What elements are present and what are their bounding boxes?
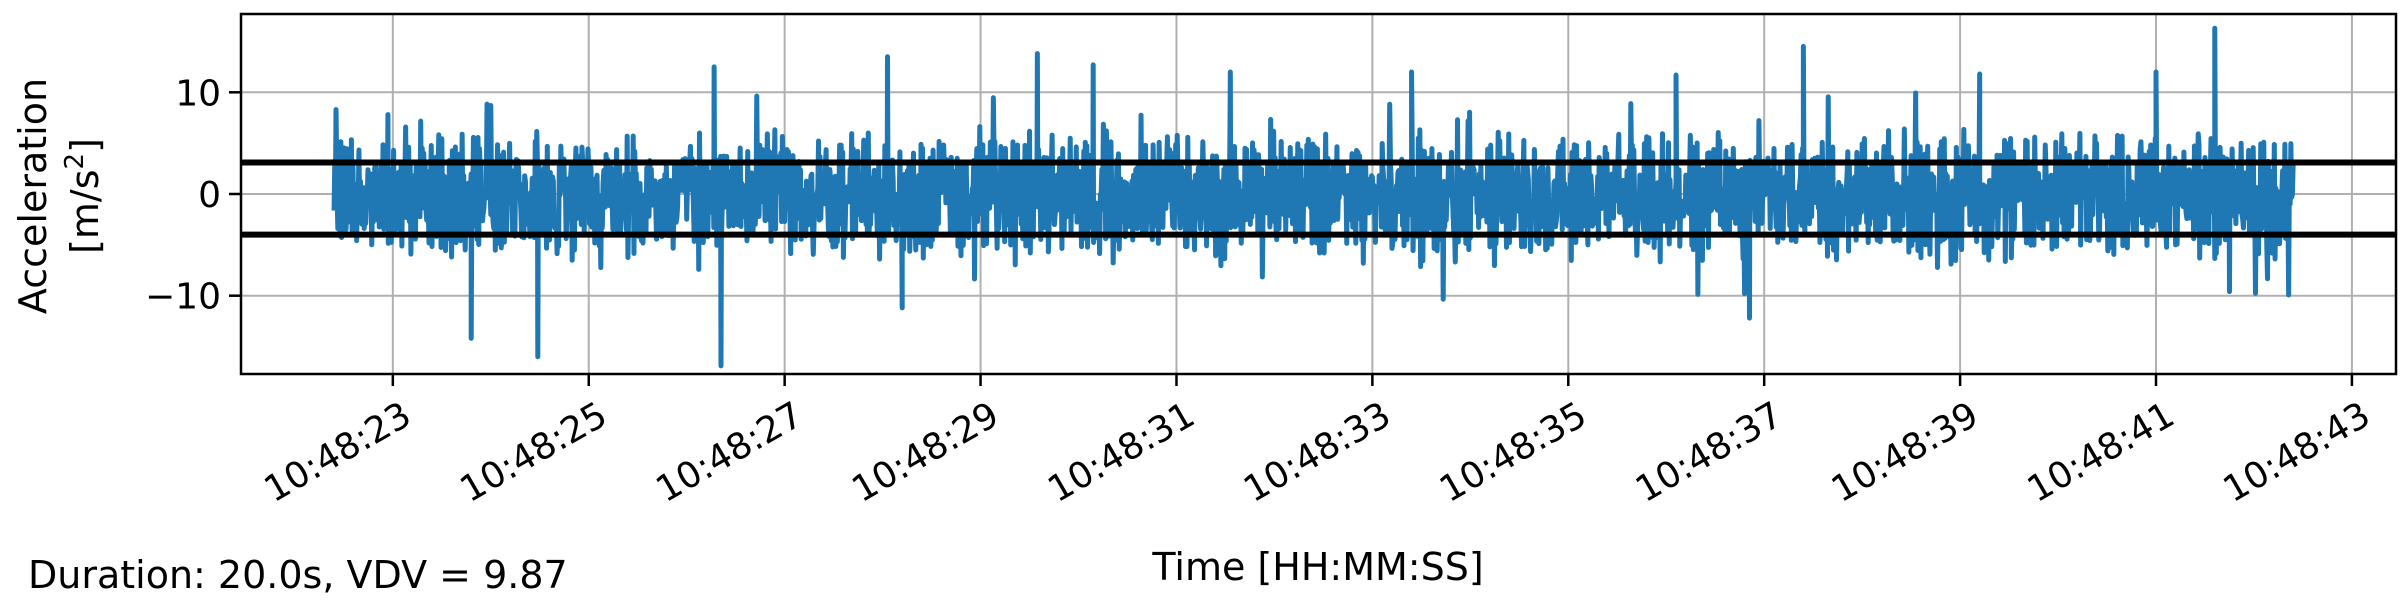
x-tick-label: 10:48:39 [1825,394,1986,510]
x-tick-label: 10:48:35 [1433,394,1594,510]
x-tick-label: 10:48:37 [1629,394,1790,510]
y-axis-unit-prefix: [m/s [63,169,107,253]
duration-vdv-note: Duration: 20.0s, VDV = 9.87 [28,553,568,597]
y-axis-unit-suffix: ] [63,138,107,153]
y-axis-unit-sup: 2 [60,153,90,170]
y-axis-ticks: 10 0 −10 [145,73,241,318]
x-tick-label: 10:48:27 [649,394,810,510]
x-tick-label: 10:48:29 [845,394,1006,510]
x-tick-label: 10:48:43 [2217,394,2378,510]
plot-series [331,25,2296,369]
x-tick-label: 10:48:31 [1041,394,1202,510]
acceleration-trace [331,25,2296,369]
y-tick-label: 0 [198,175,221,216]
y-axis-label-line1: Acceleration [11,78,55,314]
threshold-lines [241,159,2396,238]
y-tick-label: 10 [175,73,221,114]
x-tick-label: 10:48:23 [258,394,419,510]
y-axis-label-line2: [m/s2] [60,138,107,254]
y-axis-label: Acceleration [m/s2] [11,78,107,314]
x-tick-label: 10:48:25 [454,394,615,510]
x-axis-ticks: 10:48:23 10:48:25 10:48:27 10:48:29 10:48:31… [258,374,2378,511]
x-axis-label: Time [HH:MM:SS] [1151,545,1483,589]
x-tick-label: 10:48:33 [1237,394,1398,510]
y-tick-label: −10 [145,277,221,318]
x-tick-label: 10:48:41 [2021,394,2182,510]
